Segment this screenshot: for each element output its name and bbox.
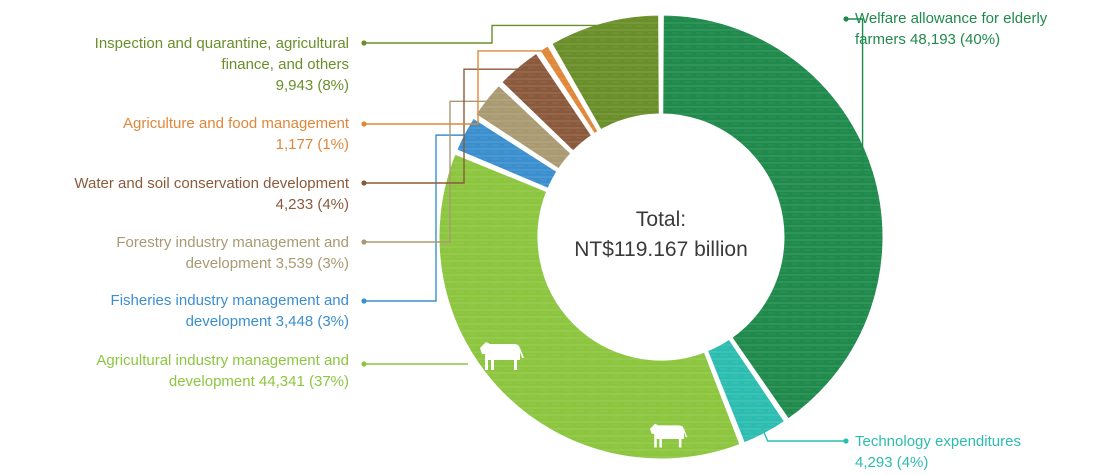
leader-dot-food bbox=[361, 121, 367, 127]
cow-icons bbox=[480, 342, 688, 448]
slice-label-inspect-line1: Inspection and quarantine, agricultural bbox=[95, 35, 349, 52]
leader-dot-inspect bbox=[361, 40, 367, 46]
leader-dot-fish bbox=[361, 298, 367, 304]
slice-label-welfare-line2: farmers 48,193 (40%) bbox=[855, 31, 1000, 48]
slice-label-forest-line2: development 3,539 (3%) bbox=[186, 255, 349, 272]
slice-label-forest-line1: Forestry industry management and bbox=[116, 234, 349, 251]
cow-icon bbox=[650, 423, 688, 448]
slice-label-welfare-line1: Welfare allowance for elderly bbox=[855, 10, 1048, 27]
slice-label-inspect-line3: 9,943 (8%) bbox=[276, 77, 349, 94]
cow-icon bbox=[480, 342, 524, 370]
leader-line-food bbox=[364, 50, 546, 125]
leader-dot-water bbox=[361, 180, 367, 186]
leader-dot-tech bbox=[843, 438, 849, 444]
center-title: Total: bbox=[636, 208, 686, 231]
slice-label-food-line1: Agriculture and food management bbox=[123, 115, 350, 132]
center-total: NT$119.167 billion bbox=[574, 238, 748, 261]
slice-label-inspect-line2: finance, and others bbox=[221, 56, 349, 73]
leader-line-fish bbox=[364, 134, 468, 302]
slice-label-agri-line2: development 44,341 (37%) bbox=[169, 373, 349, 390]
leader-dot-forest bbox=[361, 239, 367, 245]
slice-label-water-line1: Water and soil conservation development bbox=[74, 175, 349, 192]
leader-dot-welfare bbox=[843, 16, 849, 22]
slice-label-fish-line2: development 3,448 (3%) bbox=[186, 313, 349, 330]
slice-label-water-line2: 4,233 (4%) bbox=[276, 196, 349, 213]
slice-label-tech-line2: 4,293 (4%) bbox=[855, 454, 928, 471]
slice-agri bbox=[436, 150, 744, 462]
leader-dot-agri bbox=[361, 361, 367, 367]
slice-label-food-line2: 1,177 (1%) bbox=[276, 136, 349, 153]
slice-label-fish-line1: Fisheries industry management and bbox=[111, 292, 349, 309]
leader-line-inspect bbox=[364, 24, 605, 44]
leader-line-water bbox=[364, 68, 521, 184]
leader-line-forest bbox=[364, 100, 490, 243]
slice-label-tech-line1: Technology expenditures bbox=[855, 433, 1021, 450]
slice-label-agri-line1: Agricultural industry management and bbox=[96, 352, 349, 369]
leader-line-welfare bbox=[846, 18, 864, 175]
leader-line-tech bbox=[761, 426, 846, 442]
